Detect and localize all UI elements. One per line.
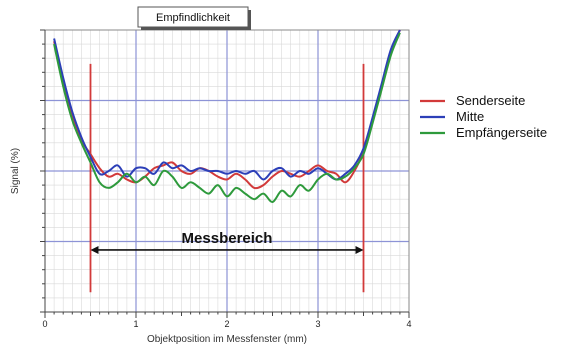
chart-title: Empfindlichkeit [156,12,230,24]
series-line-2 [53,29,401,181]
legend-entry-3: Empfängerseite [456,125,547,140]
x-tick-label: 4 [406,319,411,329]
range-markers [89,63,365,293]
axes: 0 1 2 3 4 [40,29,412,329]
y-axis-label: Signal (%) [10,148,21,194]
x-axis-ticks: 0 1 2 3 4 [42,312,412,329]
series-line-1 [53,29,401,190]
legend-entry-1: Senderseite [456,93,525,108]
series-lines [53,29,401,203]
x-tick-label: 3 [315,319,320,329]
measurement-range-arrowhead-right [355,245,364,254]
series-line-3 [53,32,401,203]
legend-entry-2: Mitte [456,109,484,124]
major-grid [45,30,409,312]
x-tick-label: 2 [224,319,229,329]
x-tick-label: 0 [42,319,47,329]
x-axis-label: Objektposition im Messfenster (mm) [147,334,307,345]
measurement-range-label: Messbereich [182,230,273,247]
measurement-range-arrowhead-left [90,245,99,254]
y-axis-ticks [40,29,45,313]
x-tick-label: 1 [133,319,138,329]
chart-title-frame [137,6,249,28]
measurement-range: Messbereich [90,230,364,254]
chart-title-box: Empfindlichkeit [137,6,251,30]
